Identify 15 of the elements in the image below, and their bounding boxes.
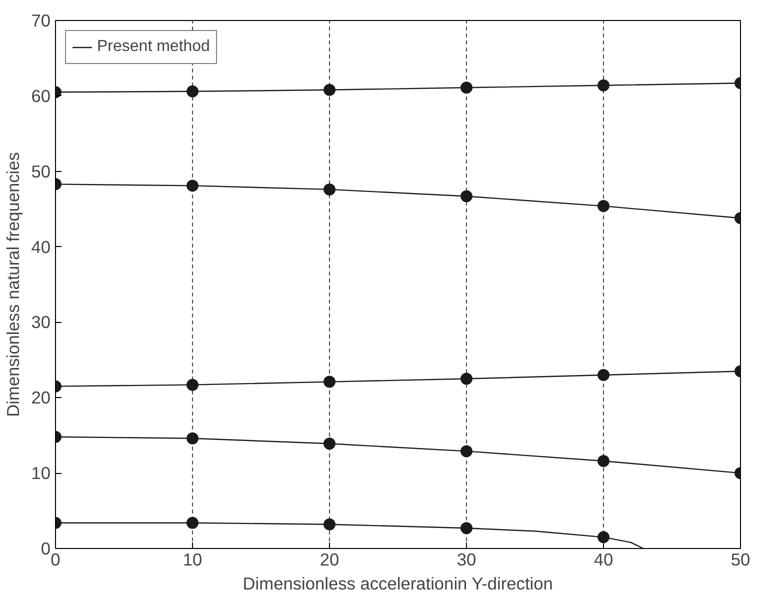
x-tick-label: 30 xyxy=(456,550,476,570)
y-tick-label: 20 xyxy=(31,388,51,408)
x-axis-title: Dimensionless accelerationin Y-direction xyxy=(242,574,553,594)
legend-label: Present method xyxy=(97,38,210,56)
y-tick-label: 60 xyxy=(31,86,51,106)
y-tick-label: 30 xyxy=(31,312,51,332)
y-axis-title: Dimensionless natural frequencies xyxy=(3,152,24,417)
y-tick-label: 70 xyxy=(31,10,51,30)
y-tick-label: 40 xyxy=(31,236,51,257)
x-tick-label: 40 xyxy=(594,550,614,570)
x-tick-label: 10 xyxy=(182,550,202,570)
y-tick-label: 10 xyxy=(31,463,51,484)
x-tick-label: 20 xyxy=(320,550,340,570)
y-tick-label: 50 xyxy=(31,161,51,182)
x-tick-label: 50 xyxy=(730,550,750,570)
